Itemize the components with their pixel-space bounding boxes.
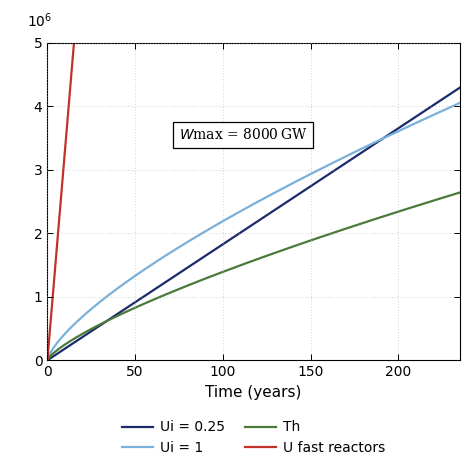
Text: $W$max = 8000 GW: $W$max = 8000 GW bbox=[179, 127, 308, 142]
Line: Ui = 0.25: Ui = 0.25 bbox=[47, 88, 460, 360]
Ui = 1 bbox=[445, 106, 450, 111]
Th bbox=[457, 190, 463, 195]
Ui = 1 bbox=[369, 141, 375, 146]
Ui = 0.25 bbox=[45, 357, 50, 363]
Ui = 1 bbox=[234, 210, 240, 216]
Ui = 0.25 bbox=[369, 143, 375, 148]
U fast reactors bbox=[45, 357, 50, 363]
Ui = 1 bbox=[245, 204, 251, 210]
Ui = 0.25 bbox=[245, 225, 251, 230]
Ui = 1 bbox=[45, 357, 50, 363]
Line: Th: Th bbox=[47, 192, 460, 360]
U fast reactors bbox=[60, 170, 66, 176]
Th bbox=[234, 264, 240, 269]
U fast reactors bbox=[46, 343, 52, 348]
Th bbox=[245, 260, 251, 265]
Legend: Ui = 0.25, Ui = 1, Th, U fast reactors: Ui = 0.25, Ui = 1, Th, U fast reactors bbox=[117, 415, 391, 461]
U fast reactors bbox=[52, 271, 57, 277]
Th bbox=[445, 193, 451, 199]
Ui = 1 bbox=[445, 106, 451, 111]
Text: 10$^6$: 10$^6$ bbox=[27, 11, 52, 30]
X-axis label: Time (years): Time (years) bbox=[205, 385, 302, 400]
Ui = 1 bbox=[457, 100, 463, 106]
Ui = 0.25 bbox=[234, 232, 240, 238]
Ui = 0.25 bbox=[445, 93, 451, 99]
U fast reactors bbox=[68, 82, 73, 87]
Line: U fast reactors: U fast reactors bbox=[47, 45, 74, 360]
Ui = 0.25 bbox=[65, 344, 71, 349]
Th bbox=[65, 339, 71, 345]
Line: Ui = 1: Ui = 1 bbox=[47, 103, 460, 360]
Ui = 0.25 bbox=[457, 85, 463, 91]
Th bbox=[369, 217, 375, 223]
U fast reactors bbox=[58, 192, 64, 198]
Ui = 0.25 bbox=[445, 93, 450, 99]
Th bbox=[45, 357, 50, 363]
Ui = 1 bbox=[65, 327, 71, 333]
Th bbox=[445, 193, 450, 199]
U fast reactors bbox=[71, 42, 77, 48]
U fast reactors bbox=[65, 109, 71, 114]
